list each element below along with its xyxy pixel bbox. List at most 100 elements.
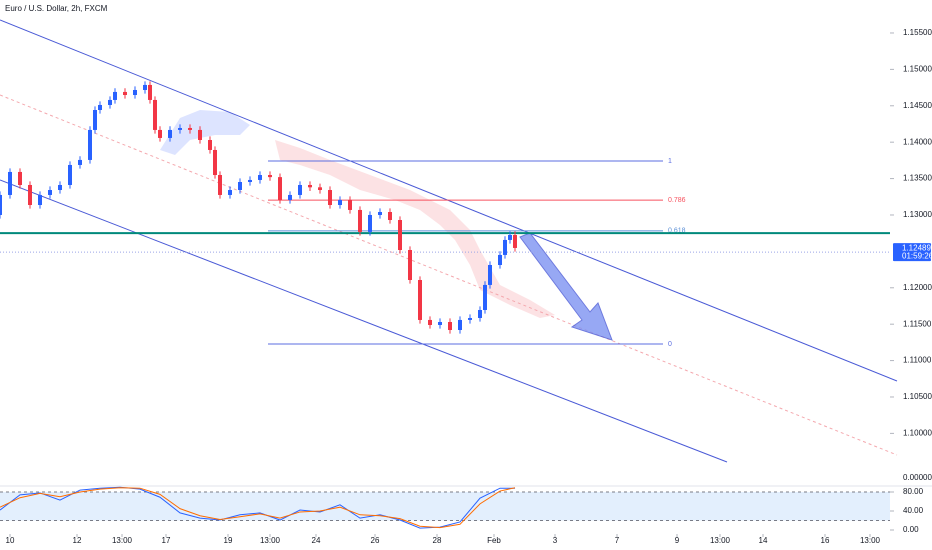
candle-body [378, 211, 382, 215]
last-price-tag [893, 243, 931, 262]
price-axis-bottom-label: 0.00000 [903, 473, 932, 482]
x-tick-label: 13:00 [710, 536, 731, 545]
candle-body [143, 84, 147, 90]
y-tick-label: 1.11000 [903, 356, 932, 365]
candle-body [148, 84, 152, 100]
candle-body [468, 317, 472, 320]
x-tick-label: 17 [162, 536, 171, 545]
fib-label: 0.618 [668, 228, 686, 235]
candle-body [428, 319, 432, 325]
candle-body [348, 199, 352, 210]
candle-body [38, 194, 42, 206]
candle-body [298, 184, 302, 195]
x-tick-label: 24 [312, 536, 321, 545]
candle-body [198, 129, 202, 140]
candle-body [218, 175, 222, 195]
candle-body [0, 194, 2, 215]
forecast-arrow [519, 232, 613, 341]
candle-body [338, 199, 342, 206]
fib-label: 1 [668, 158, 672, 165]
x-tick-label: 13:00 [260, 536, 281, 545]
candle-body [98, 104, 102, 111]
y-tick-label: 1.13000 [903, 210, 932, 219]
fib-label: 0.786 [668, 197, 686, 204]
candle-body [113, 91, 117, 100]
y-tick-label: 1.11500 [903, 319, 932, 328]
oscillator-band [0, 492, 890, 521]
candle-body [68, 164, 72, 185]
candle-body [328, 190, 332, 206]
ichimoku-cloud-down [275, 140, 555, 318]
candle-body [133, 89, 137, 96]
ichimoku-cloud-up [160, 110, 250, 155]
candle-body [178, 127, 182, 130]
candle-body [448, 321, 452, 331]
y-tick-label: 1.10500 [903, 392, 932, 401]
x-tick-label: 12 [73, 536, 82, 545]
candle-body [123, 91, 127, 96]
candle-body [213, 149, 217, 176]
x-tick-label: 13:00 [112, 536, 133, 545]
candle-body [78, 159, 82, 165]
x-tick-label: 10 [6, 536, 15, 545]
x-tick-label: 7 [615, 536, 620, 545]
candle-body [168, 129, 172, 138]
y-tick-label: 1.12000 [903, 283, 932, 292]
candle-body [238, 182, 242, 191]
candle-body [408, 249, 412, 280]
candle-body [503, 239, 507, 255]
candle-body [88, 129, 92, 160]
candle-body [368, 214, 372, 232]
x-tick-label: Feb [487, 536, 501, 545]
oscillator-line [0, 487, 516, 529]
candle-body [318, 187, 322, 191]
y-tick-label: 1.14500 [903, 101, 932, 110]
candle-body [488, 264, 492, 285]
candle-body [158, 129, 162, 138]
candle-body [288, 194, 292, 200]
last-price-label: 1.12489 [902, 243, 931, 252]
fib-label: 0 [668, 341, 672, 348]
candle-body [228, 190, 232, 195]
oscillator-tick-label: 40.00 [903, 506, 924, 515]
countdown: 01:59:26 [902, 251, 932, 260]
candle-body [48, 190, 52, 195]
candle-body [18, 171, 22, 185]
candle-body [188, 127, 192, 130]
y-tick-label: 1.13500 [903, 174, 932, 183]
candle-body [438, 321, 442, 325]
y-tick-label: 1.15500 [903, 28, 932, 37]
candle-body [153, 99, 157, 130]
candle-body [248, 179, 252, 183]
candle-body [278, 177, 282, 200]
x-tick-label: 28 [433, 536, 442, 545]
x-tick-label: 14 [759, 536, 768, 545]
y-tick-label: 1.10000 [903, 428, 932, 437]
y-tick-label: 1.14000 [903, 137, 932, 146]
chart-title: Euro / U.S. Dollar, 2h, FXCM [5, 4, 108, 13]
x-tick-label: 13:00 [860, 536, 881, 545]
candle-body [258, 175, 262, 180]
x-tick-label: 26 [371, 536, 380, 545]
oscillator-tick-label: 0.00 [903, 525, 919, 534]
candle-body [418, 279, 422, 320]
candle-body [398, 220, 402, 250]
oscillator-tick-label: 80.00 [903, 487, 924, 496]
candle-body [58, 184, 62, 191]
candle-body [28, 184, 32, 206]
candle-body [208, 139, 212, 150]
x-tick-label: 3 [553, 536, 558, 545]
candle-body [308, 184, 312, 188]
y-tick-label: 1.15000 [903, 64, 932, 73]
x-tick-label: 9 [675, 536, 680, 545]
x-tick-label: 19 [224, 536, 233, 545]
candle-body [458, 319, 462, 331]
candle-body [8, 171, 12, 195]
channel-lower [0, 179, 728, 463]
candle-body [93, 110, 97, 130]
candle-body [108, 99, 112, 105]
candle-body [268, 175, 272, 178]
candle-body [513, 235, 517, 248]
